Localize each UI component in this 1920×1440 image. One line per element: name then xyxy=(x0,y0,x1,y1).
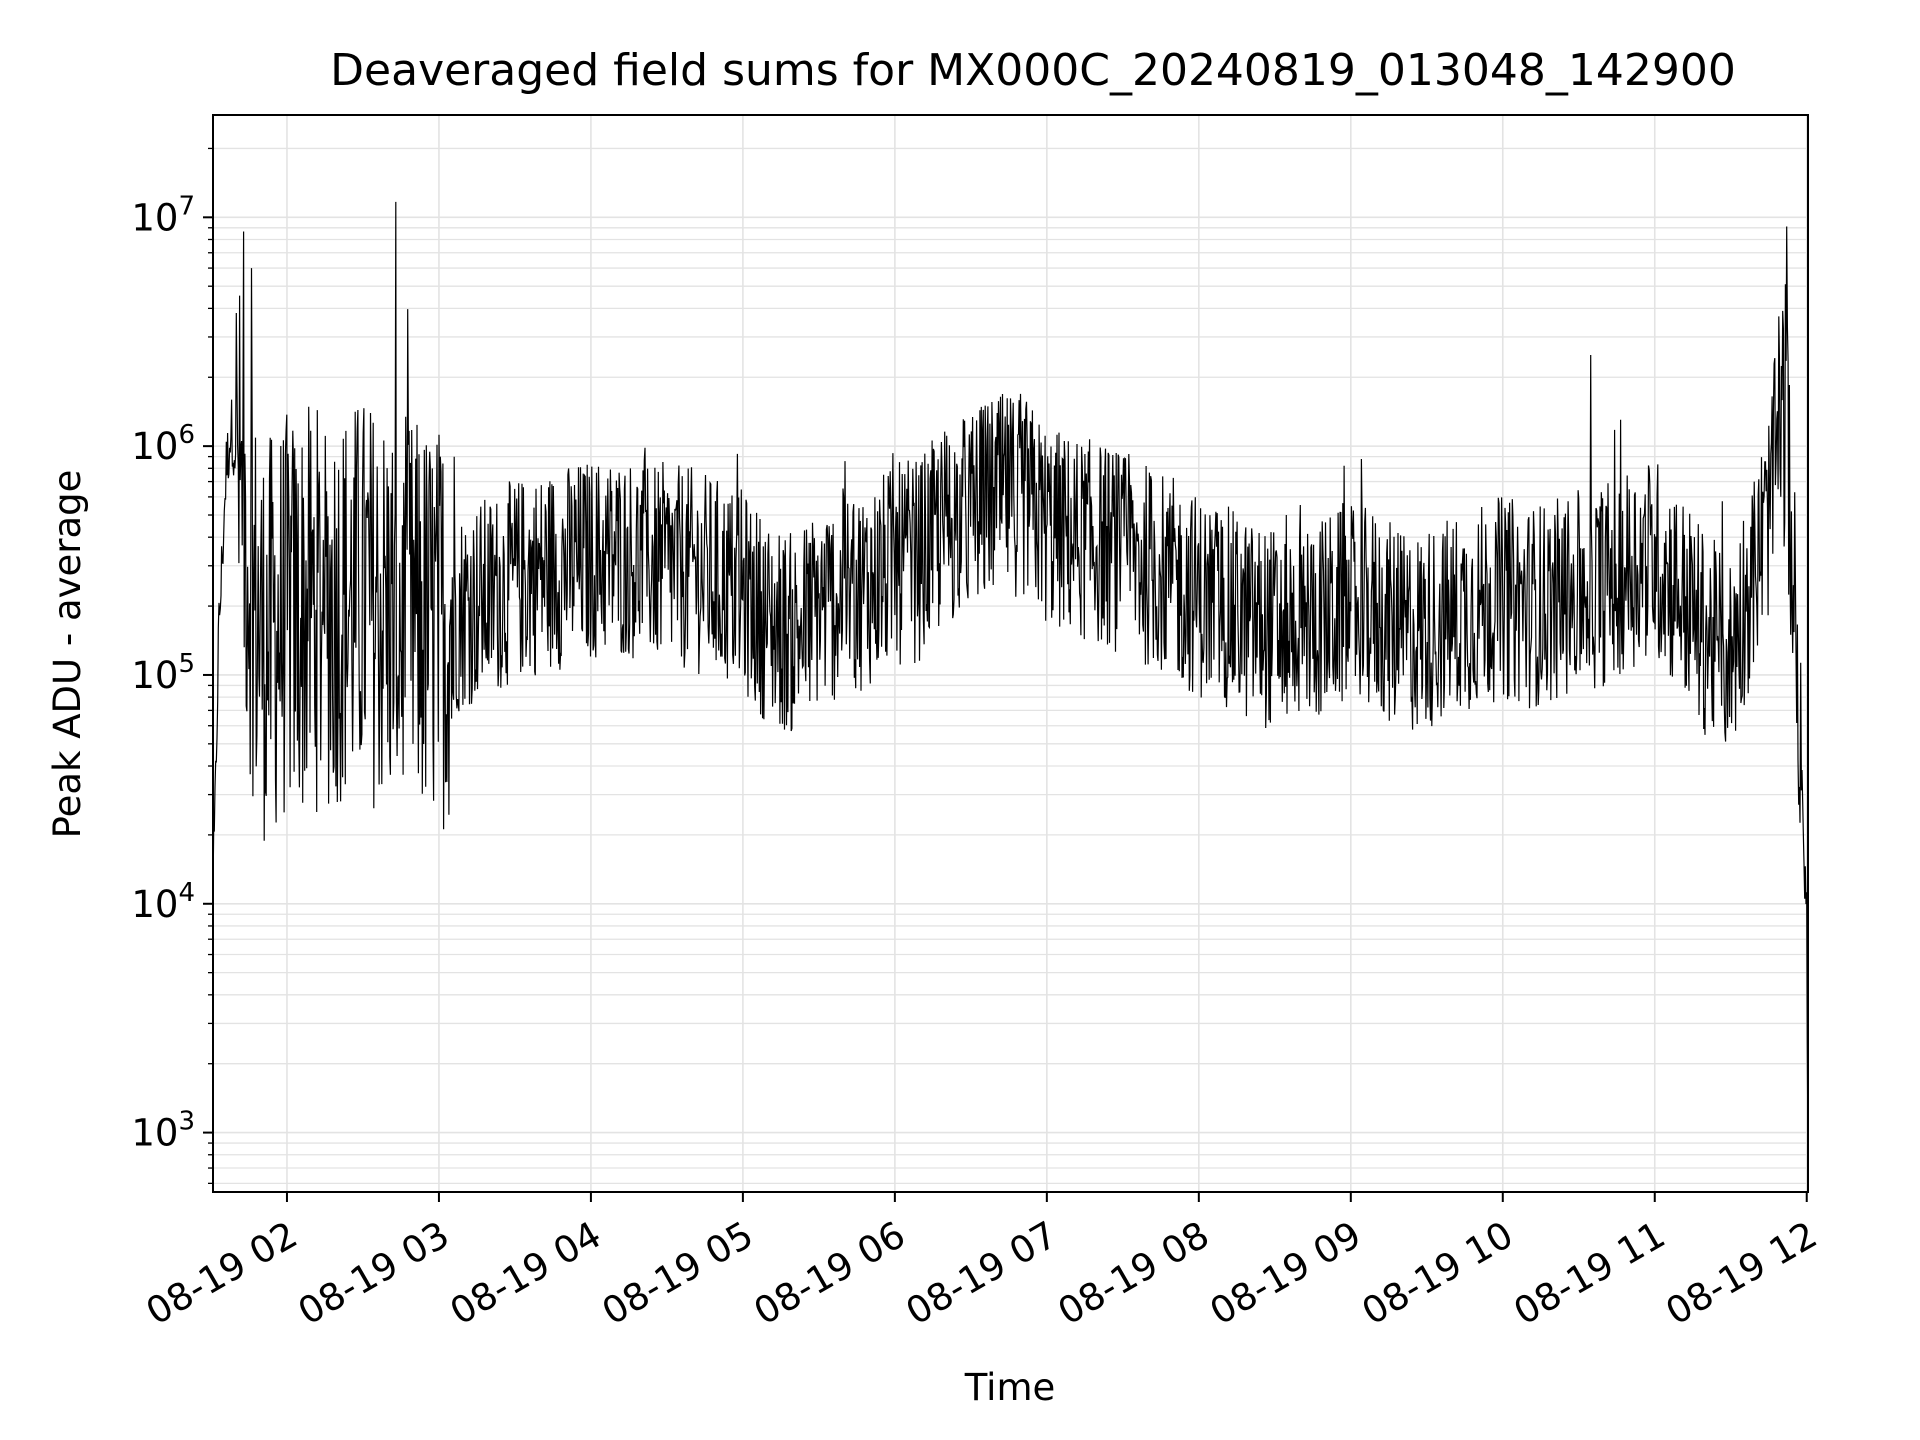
x-tick-label: 08-19 07 xyxy=(899,1213,1065,1333)
x-tick-label: 08-19 03 xyxy=(291,1213,457,1333)
x-tick-label: 08-19 04 xyxy=(443,1213,609,1333)
y-tick-label: 106 xyxy=(131,420,195,468)
series-line xyxy=(212,201,1809,1165)
plot-frame xyxy=(212,114,1809,1193)
x-tick-label: 08-19 12 xyxy=(1659,1213,1825,1333)
x-tick-label: 08-19 06 xyxy=(747,1213,913,1333)
plot-area xyxy=(212,201,1809,1165)
y-axis: 103 104 105 106 107 xyxy=(131,147,213,1185)
y-tick-label: 103 xyxy=(131,1107,195,1155)
y-tick-label: 104 xyxy=(131,878,195,926)
y-tick-label: 105 xyxy=(131,649,195,697)
x-tick-label: 08-19 02 xyxy=(139,1213,305,1333)
x-tick-label: 08-19 08 xyxy=(1051,1213,1217,1333)
y-axis-label: Peak ADU - average xyxy=(46,470,89,839)
x-tick-label: 08-19 09 xyxy=(1203,1213,1369,1333)
x-tick-label: 08-19 05 xyxy=(595,1213,761,1333)
x-axis-label: Time xyxy=(964,1366,1056,1409)
x-tick-label: 08-19 11 xyxy=(1507,1213,1673,1333)
chart-title: Deaveraged field sums for MX000C_2024081… xyxy=(330,45,1736,96)
x-tick-label: 08-19 10 xyxy=(1355,1213,1521,1333)
y-tick-label: 107 xyxy=(131,191,195,239)
